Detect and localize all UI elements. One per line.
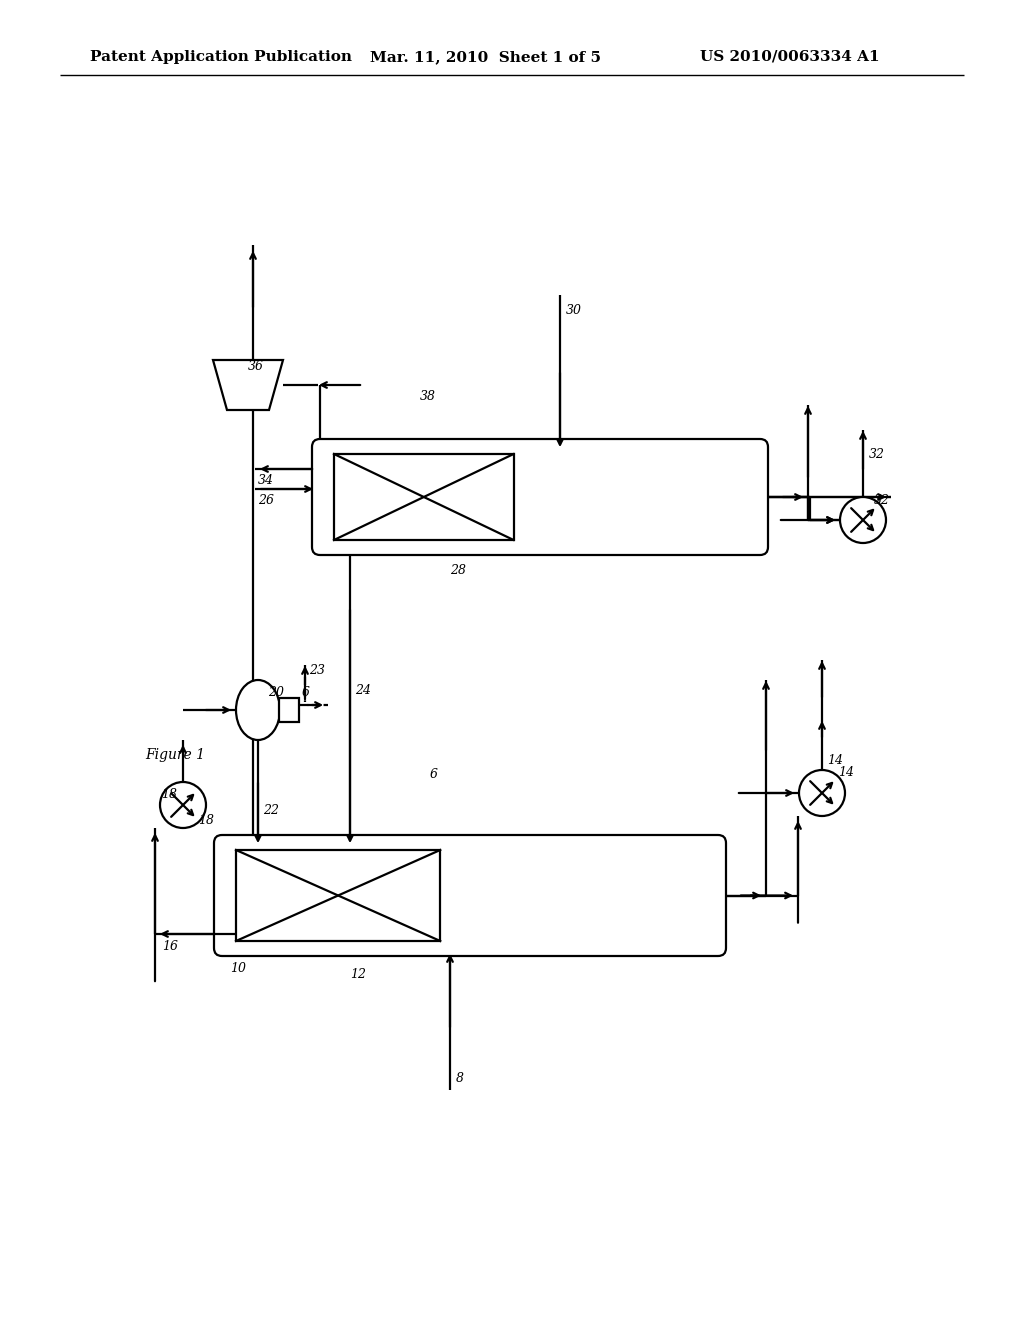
Bar <box>334 454 514 540</box>
FancyBboxPatch shape <box>312 440 768 554</box>
Text: Figure 1: Figure 1 <box>145 748 205 762</box>
Bar <box>279 698 299 722</box>
Text: 23: 23 <box>309 664 325 676</box>
Text: 18: 18 <box>161 788 177 801</box>
Polygon shape <box>213 360 283 411</box>
Text: 24: 24 <box>355 684 371 697</box>
Text: 34: 34 <box>258 474 274 487</box>
Text: 16: 16 <box>162 940 178 953</box>
Text: 14: 14 <box>838 767 854 780</box>
Bar <box>236 850 440 941</box>
Text: 20: 20 <box>268 686 284 700</box>
Text: Mar. 11, 2010  Sheet 1 of 5: Mar. 11, 2010 Sheet 1 of 5 <box>370 50 601 63</box>
Text: 12: 12 <box>350 969 366 982</box>
Circle shape <box>799 770 845 816</box>
Text: 18: 18 <box>198 813 214 826</box>
FancyBboxPatch shape <box>214 836 726 956</box>
Text: 32: 32 <box>874 494 890 507</box>
Text: 14: 14 <box>827 754 843 767</box>
Circle shape <box>160 781 206 828</box>
Text: 36: 36 <box>248 360 264 374</box>
Text: 10: 10 <box>230 961 246 974</box>
Text: 26: 26 <box>258 495 274 507</box>
Text: 28: 28 <box>450 564 466 577</box>
Text: 38: 38 <box>420 391 436 404</box>
Text: 22: 22 <box>263 804 279 817</box>
Text: 6: 6 <box>302 685 310 698</box>
Ellipse shape <box>236 680 280 741</box>
Circle shape <box>840 498 886 543</box>
Text: US 2010/0063334 A1: US 2010/0063334 A1 <box>700 50 880 63</box>
Text: 32: 32 <box>869 449 885 462</box>
Text: Patent Application Publication: Patent Application Publication <box>90 50 352 63</box>
Text: 30: 30 <box>566 304 582 317</box>
Text: 8: 8 <box>456 1072 464 1085</box>
Text: 6: 6 <box>430 768 438 781</box>
